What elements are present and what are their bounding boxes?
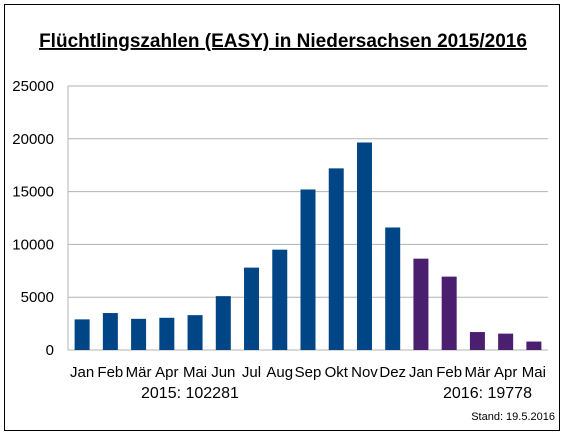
bar-2016-mär bbox=[469, 332, 485, 350]
x-tick-label: Apr bbox=[494, 364, 517, 381]
bar-2015-sep bbox=[300, 189, 316, 350]
bar-2016-feb bbox=[441, 276, 457, 350]
bar-2016-apr bbox=[498, 333, 514, 350]
x-tick-label: Sep bbox=[295, 364, 322, 381]
y-tick-label: 15000 bbox=[12, 184, 54, 201]
x-tick-label: Mai bbox=[522, 364, 546, 381]
chart-frame: Flüchtlingszahlen (EASY) in Niedersachse… bbox=[4, 4, 560, 431]
x-tick-label: Apr bbox=[155, 364, 178, 381]
x-tick-label: Jan bbox=[409, 364, 433, 381]
y-axis-ticks: 0 5000 10000 15000 20000 25000 bbox=[12, 78, 54, 359]
x-tick-label: Aug bbox=[266, 364, 293, 381]
chart-title: Flüchtlingszahlen (EASY) in Niedersachse… bbox=[39, 31, 527, 52]
x-tick-label: Feb bbox=[436, 364, 462, 381]
y-tick-label: 20000 bbox=[12, 131, 54, 148]
bar-chart: Flüchtlingszahlen (EASY) in Niedersachse… bbox=[12, 31, 555, 423]
bar-2015-mär bbox=[131, 318, 147, 350]
x-tick-label: Mai bbox=[183, 364, 207, 381]
x-tick-label: Dez bbox=[379, 364, 406, 381]
x-tick-label: Jun bbox=[211, 364, 235, 381]
x-tick-label: Feb bbox=[97, 364, 123, 381]
x-tick-label: Jul bbox=[242, 364, 261, 381]
summary-2015: 2015: 102281 bbox=[141, 385, 239, 402]
bar-2015-nov bbox=[356, 142, 372, 350]
bar-2015-jun bbox=[215, 296, 231, 350]
x-tick-label: Mär bbox=[126, 364, 152, 381]
bar-2015-jul bbox=[244, 267, 260, 350]
bar-2015-mai bbox=[187, 315, 203, 350]
x-tick-label: Jan bbox=[70, 364, 94, 381]
bar-2015-apr bbox=[159, 317, 175, 350]
bars bbox=[74, 142, 542, 350]
bar-2015-aug bbox=[272, 249, 288, 350]
x-tick-label: Nov bbox=[351, 364, 378, 381]
y-tick-label: 25000 bbox=[12, 78, 54, 95]
bar-2016-jan bbox=[413, 258, 429, 350]
x-tick-label: Okt bbox=[325, 364, 349, 381]
x-axis-ticks: Jan Feb Mär Apr Mai Jun Jul Aug Sep Okt Nov Dez Jan F… bbox=[70, 364, 546, 381]
bar-2016-mai bbox=[526, 341, 542, 350]
x-tick-label: Mär bbox=[464, 364, 490, 381]
y-tick-label: 0 bbox=[46, 342, 54, 359]
y-tick-label: 10000 bbox=[12, 236, 54, 253]
y-tick-label: 5000 bbox=[21, 289, 54, 306]
bar-2015-feb bbox=[102, 313, 118, 350]
bar-2015-jan bbox=[74, 319, 90, 350]
bar-2015-dez bbox=[385, 227, 401, 350]
summary-2016: 2016: 19778 bbox=[443, 385, 532, 402]
stand-date: Stand: 19.5.2016 bbox=[471, 411, 555, 423]
bar-2015-okt bbox=[328, 168, 344, 350]
